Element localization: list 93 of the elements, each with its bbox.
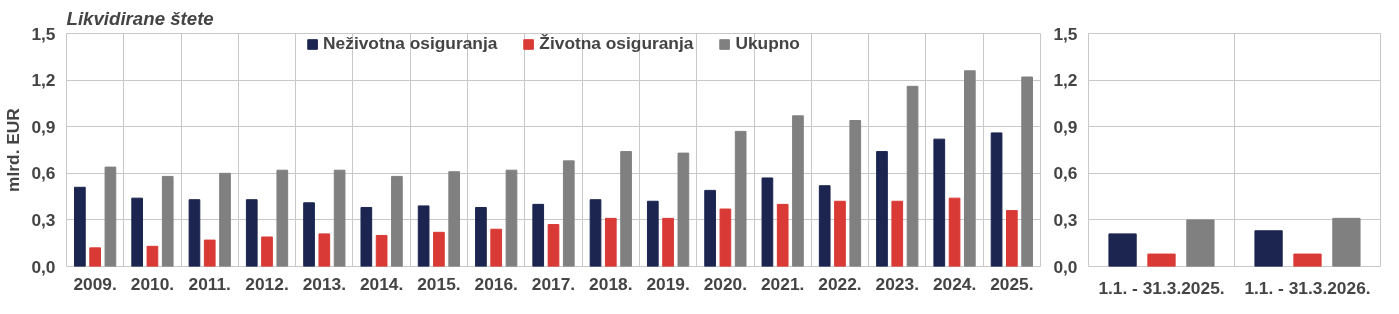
bar bbox=[1147, 253, 1176, 267]
bar bbox=[589, 199, 602, 267]
bar bbox=[1006, 210, 1018, 267]
bar bbox=[990, 132, 1003, 267]
bar bbox=[734, 130, 747, 267]
x-tick-label: 2016. bbox=[474, 273, 518, 294]
bar bbox=[219, 172, 231, 267]
y-tick-label: 0,9 bbox=[1053, 116, 1078, 137]
x-tick-label: 2019. bbox=[646, 273, 690, 294]
bar bbox=[646, 200, 659, 267]
y-tick-label: 0,3 bbox=[31, 209, 56, 230]
x-tick-label: 1.1. - 31.3.2026. bbox=[1244, 277, 1371, 298]
bar bbox=[203, 239, 216, 267]
x-tick-label: 2017. bbox=[531, 273, 576, 294]
x-tick-label: 2020. bbox=[703, 273, 748, 294]
bar bbox=[475, 206, 487, 267]
y-tick-label: 1,2 bbox=[31, 70, 56, 91]
bar bbox=[620, 151, 632, 267]
bar bbox=[417, 205, 430, 267]
bar bbox=[333, 169, 346, 267]
y-tick-label: 0,6 bbox=[31, 163, 56, 184]
bar bbox=[963, 70, 976, 267]
y-tick-label: 0,9 bbox=[31, 116, 56, 137]
bar bbox=[704, 189, 716, 267]
bar bbox=[604, 217, 617, 267]
bar bbox=[74, 186, 86, 267]
bar bbox=[776, 203, 789, 267]
x-tick-label: 2011. bbox=[188, 273, 231, 294]
bar bbox=[1254, 230, 1283, 267]
bar bbox=[448, 171, 461, 267]
x-tick-label: 2013. bbox=[302, 273, 347, 294]
bar bbox=[303, 202, 315, 267]
bar bbox=[360, 206, 373, 267]
bar bbox=[547, 224, 560, 267]
x-tick-label: 2009. bbox=[73, 273, 117, 294]
bar bbox=[161, 175, 174, 267]
bar bbox=[761, 177, 774, 267]
y-tick-label: 0,3 bbox=[1053, 209, 1078, 230]
chart-title: Likvidirane štete bbox=[66, 7, 214, 29]
bar bbox=[849, 119, 862, 267]
bar bbox=[245, 199, 258, 267]
y-tick-label: 0,0 bbox=[1053, 256, 1078, 277]
x-tick-label: 2023. bbox=[875, 273, 919, 294]
x-tick-label: 2025. bbox=[990, 273, 1034, 294]
x-tick-label: 2024. bbox=[932, 273, 977, 294]
bar bbox=[318, 233, 331, 267]
bar bbox=[375, 234, 388, 267]
x-tick-label: 2012. bbox=[245, 273, 289, 294]
bar bbox=[276, 169, 289, 267]
x-tick-label: 2014. bbox=[359, 273, 404, 294]
bar bbox=[1108, 233, 1137, 267]
bar bbox=[818, 185, 831, 267]
bar bbox=[891, 200, 904, 267]
y-tick-label: 1,2 bbox=[1053, 70, 1078, 91]
bar bbox=[131, 197, 144, 267]
x-tick-label: 2021. bbox=[761, 273, 805, 294]
bar bbox=[146, 245, 159, 267]
x-tick-label: 2010. bbox=[130, 273, 175, 294]
bar bbox=[662, 217, 674, 267]
bar bbox=[677, 152, 690, 267]
bar bbox=[505, 169, 518, 267]
x-tick-label: 1.1. - 31.3.2025. bbox=[1098, 277, 1225, 298]
bar bbox=[1332, 217, 1361, 267]
y-axis-title: mlrd. EUR bbox=[3, 107, 24, 192]
bar bbox=[562, 160, 575, 267]
bar bbox=[876, 151, 888, 267]
bar bbox=[1021, 76, 1033, 267]
bar bbox=[532, 203, 545, 267]
bar bbox=[89, 247, 101, 267]
x-tick-label: 2022. bbox=[818, 273, 862, 294]
x-tick-label: 2015. bbox=[417, 273, 461, 294]
legend-label: Neživotna osiguranja bbox=[323, 33, 498, 54]
bar bbox=[834, 200, 846, 267]
bar bbox=[1186, 219, 1215, 267]
y-tick-label: 0,0 bbox=[31, 256, 56, 277]
y-tick-label: 0,6 bbox=[1053, 163, 1078, 184]
bar bbox=[188, 199, 201, 267]
bar bbox=[948, 197, 961, 267]
bar bbox=[433, 231, 445, 267]
bar bbox=[391, 175, 403, 267]
bar bbox=[490, 228, 503, 267]
legend-label: Životna osiguranja bbox=[539, 33, 694, 54]
x-tick-label: 2018. bbox=[589, 273, 633, 294]
bar bbox=[933, 138, 946, 267]
bar bbox=[792, 115, 804, 267]
bar bbox=[906, 85, 919, 267]
y-tick-label: 1,5 bbox=[31, 23, 56, 44]
bar bbox=[104, 166, 117, 267]
y-tick-label: 1,5 bbox=[1053, 23, 1078, 44]
bar bbox=[1293, 253, 1322, 267]
bar bbox=[719, 208, 732, 267]
bar bbox=[261, 236, 273, 267]
legend-label: Ukupno bbox=[735, 33, 800, 54]
